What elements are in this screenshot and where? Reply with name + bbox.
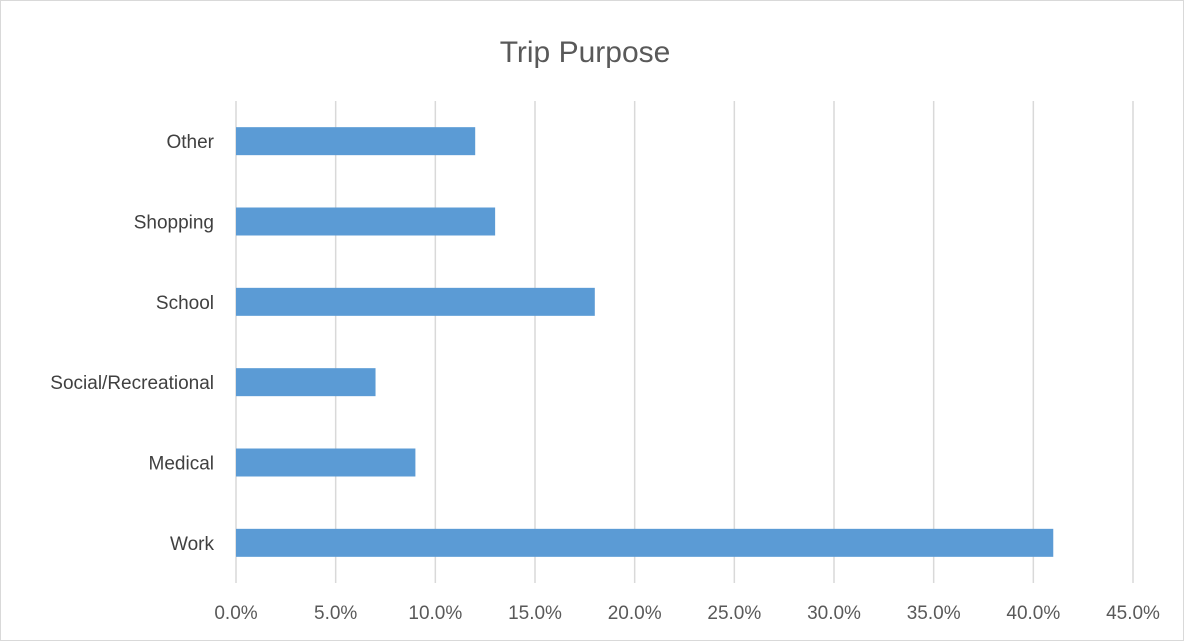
x-tick-label: 35.0% — [907, 603, 961, 624]
x-tick-label: 25.0% — [707, 603, 761, 624]
gridlines — [235, 101, 1134, 583]
x-tick-label: 45.0% — [1106, 603, 1160, 624]
bar — [236, 448, 416, 477]
x-tick-label: 10.0% — [408, 603, 462, 624]
x-tick-label: 5.0% — [314, 603, 357, 624]
category-label: School — [156, 293, 214, 314]
chart-title: Trip Purpose — [500, 36, 671, 69]
x-tick-labels: 0.0% 5.0% 10.0% 15.0% 20.0% 25.0% 30.0% 35.0% 40… — [214, 603, 1160, 624]
x-tick-label: 15.0% — [508, 603, 562, 624]
category-label: Other — [166, 132, 214, 153]
bar — [236, 127, 476, 156]
bars — [236, 127, 1054, 557]
x-tick-label: 20.0% — [608, 603, 662, 624]
x-tick-label: 30.0% — [807, 603, 861, 624]
bar — [236, 207, 496, 236]
category-label: Shopping — [134, 213, 214, 234]
bar — [236, 528, 1054, 557]
x-tick-label: 40.0% — [1006, 603, 1060, 624]
category-labels: Other Shopping School Social/Recreational Me… — [50, 132, 214, 555]
bar — [236, 368, 376, 397]
category-label: Social/Recreational — [50, 373, 214, 394]
bar — [236, 287, 595, 316]
x-tick-label: 0.0% — [214, 603, 257, 624]
category-label: Medical — [149, 454, 214, 475]
category-label: Work — [170, 534, 214, 555]
